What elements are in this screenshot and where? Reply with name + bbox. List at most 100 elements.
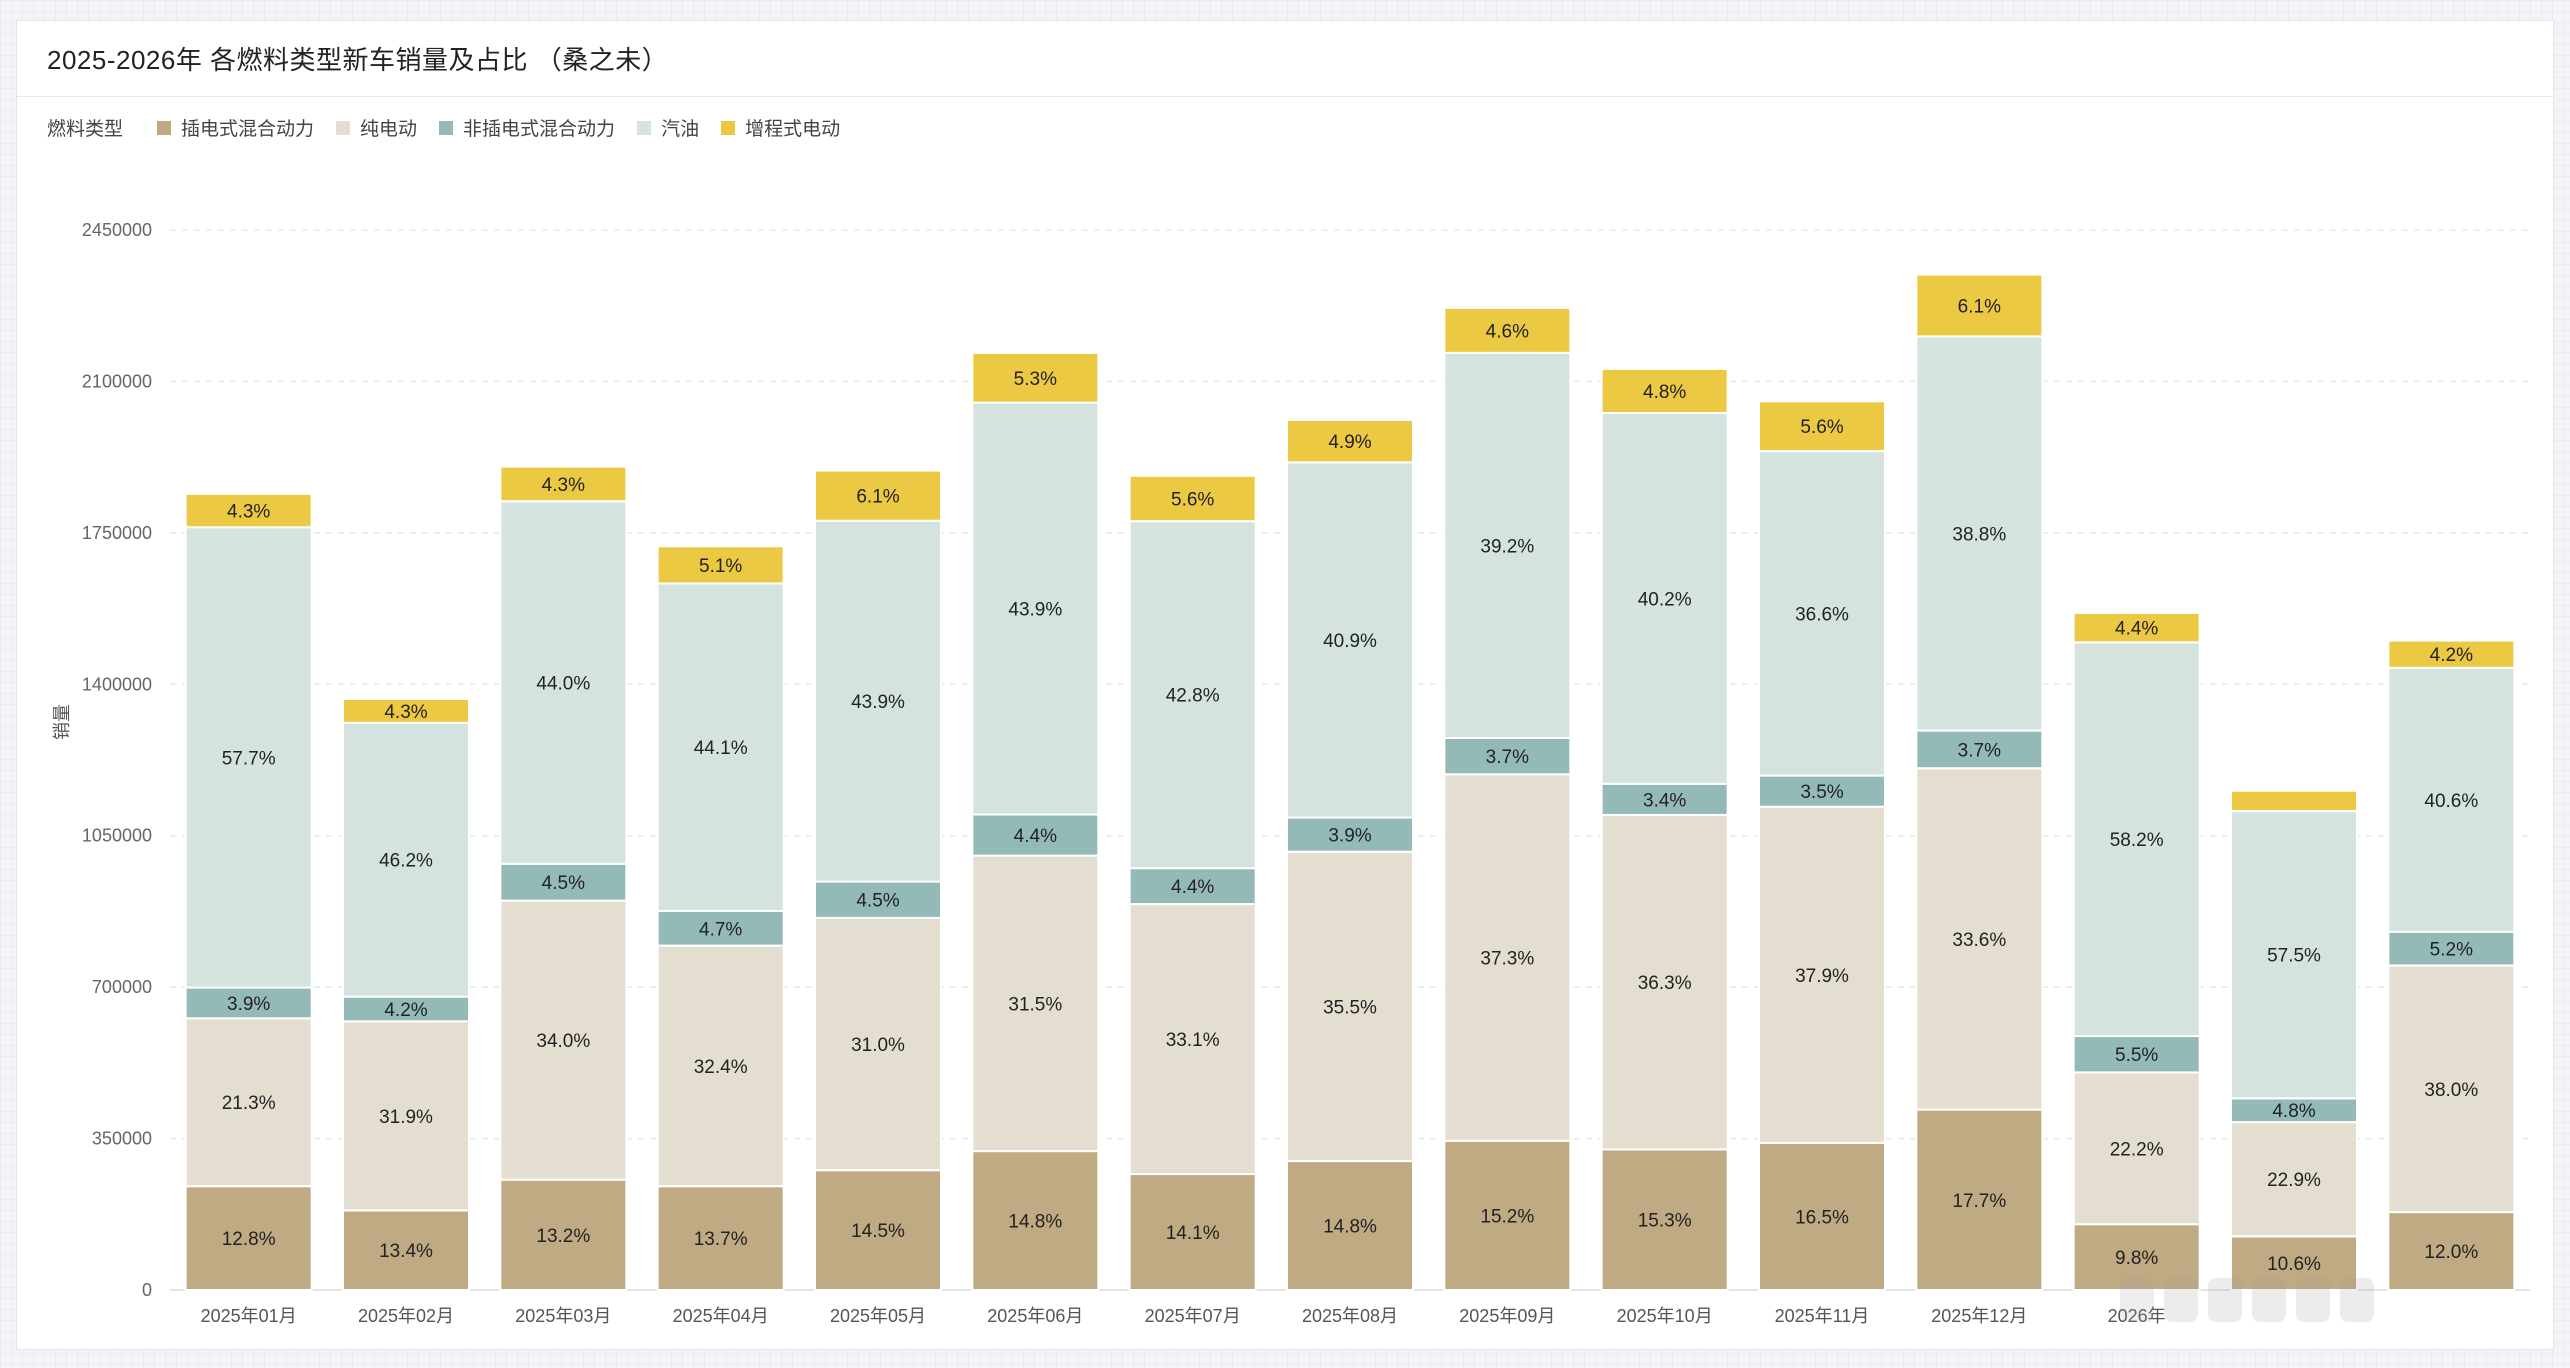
data-label: 21.3% (222, 1093, 276, 1114)
data-label: 13.7% (694, 1229, 748, 1250)
data-label: 31.0% (851, 1035, 905, 1056)
data-label: 4.3% (227, 502, 270, 523)
data-label: 4.2% (2430, 645, 2473, 666)
data-label: 36.6% (1795, 604, 1849, 625)
data-label: 4.3% (384, 702, 427, 723)
bar-segment (184, 526, 313, 989)
legend-item-bev[interactable]: 纯电动 (336, 114, 417, 141)
x-tick-label: 2025年04月 (673, 1306, 769, 1326)
data-label: 4.3% (542, 475, 585, 496)
bar-segment (656, 944, 785, 1188)
bar-segment (1915, 767, 2044, 1111)
x-tick-label: 2025年05月 (830, 1306, 926, 1326)
data-label: 4.7% (699, 919, 742, 940)
bar-segment (1286, 461, 1414, 819)
bar-segment (184, 1017, 313, 1188)
data-label: 6.1% (856, 487, 899, 508)
data-label: 40.6% (2424, 791, 2478, 812)
data-label: 4.4% (2115, 619, 2158, 640)
bar-segment (1758, 400, 1886, 453)
x-tick-label: 2025年03月 (515, 1306, 611, 1326)
data-label: 5.6% (1171, 489, 1214, 510)
bar-segment (1286, 816, 1414, 853)
data-label: 57.5% (2267, 946, 2321, 967)
data-label: 3.9% (1328, 826, 1371, 847)
watermark-block (2164, 1278, 2198, 1322)
legend-item-gasoline[interactable]: 汽油 (637, 114, 699, 141)
data-label: 40.2% (1638, 589, 1692, 610)
bar-segment (971, 351, 1100, 404)
data-label: 43.9% (851, 692, 905, 713)
data-label: 42.8% (1166, 686, 1220, 707)
data-label: 5.1% (699, 556, 742, 577)
y-tick-label: 1400000 (82, 674, 152, 694)
watermark-block (2208, 1278, 2242, 1322)
bar-segment (499, 1178, 628, 1291)
data-label: 40.9% (1323, 631, 1377, 652)
bar-segment (1600, 813, 1729, 1151)
data-label: 9.8% (2115, 1248, 2158, 1269)
legend-swatch (721, 120, 736, 135)
legend-label: 汽油 (661, 119, 700, 140)
bar-segment (1915, 1108, 2044, 1291)
data-label: 36.3% (1638, 973, 1692, 994)
x-tick-label: 2025年08月 (1302, 1306, 1398, 1326)
data-label: 14.5% (851, 1221, 905, 1242)
bar-segment (1443, 351, 1572, 739)
bar-segment (342, 1209, 470, 1292)
x-tick-label: 2025年09月 (1459, 1306, 1555, 1326)
legend-title: 燃料类型 (47, 119, 124, 140)
legend-item-phev[interactable]: 插电式混合动力 (157, 114, 314, 141)
data-label: 17.7% (1952, 1191, 2006, 1212)
y-tick-label: 2450000 (82, 220, 152, 240)
data-label: 37.9% (1795, 966, 1849, 987)
data-label: 39.2% (1480, 536, 1534, 557)
x-tick-label: 2025年02月 (358, 1306, 454, 1326)
legend-label: 纯电动 (360, 119, 418, 140)
bar-segment (814, 880, 942, 919)
bar-segment (342, 995, 470, 1023)
legend-swatch (157, 120, 172, 135)
bar-segment (499, 500, 628, 865)
chart-header: 2025-2026年 各燃料类型新车销量及占比 （桑之未） (17, 21, 2553, 97)
bar-segment (971, 1150, 1100, 1292)
bar-segment (1915, 729, 2044, 770)
bar-segment (184, 1185, 313, 1291)
legend-item-hev[interactable]: 非插电式混合动力 (439, 114, 615, 141)
bar-segment (814, 916, 942, 1172)
legend-item-erev[interactable]: 增程式电动 (721, 114, 840, 141)
data-label: 38.8% (1952, 525, 2006, 546)
bar-segment (2072, 1223, 2201, 1291)
bar-segment (342, 697, 470, 724)
data-label: 32.4% (694, 1057, 748, 1078)
legend-label: 非插电式混合动力 (463, 119, 616, 140)
bar-segment (1758, 805, 1886, 1144)
legend-label: 增程式电动 (745, 119, 841, 140)
bar-segment (499, 899, 628, 1181)
data-label: 58.2% (2110, 830, 2164, 851)
bar-segment (2230, 810, 2358, 1100)
bar-segment (656, 1185, 785, 1291)
data-label: 14.8% (1323, 1217, 1377, 1238)
bar-segment (1443, 736, 1572, 776)
bar-segment (814, 1169, 942, 1292)
data-label: 3.5% (1800, 782, 1843, 803)
data-label: 33.1% (1166, 1030, 1220, 1051)
bar-segment (1915, 273, 2044, 338)
bar-segment (2387, 639, 2516, 669)
data-label: 14.8% (1008, 1212, 1062, 1233)
bar-segment (1443, 773, 1572, 1142)
data-label: 22.2% (2110, 1139, 2164, 1160)
data-label: 31.9% (379, 1107, 433, 1128)
data-label: 6.1% (1958, 296, 2001, 317)
bar-segment (2387, 964, 2516, 1214)
watermark-block (2340, 1278, 2374, 1322)
legend-swatch (637, 120, 652, 135)
legend-swatch (439, 120, 454, 135)
bar-segment (2387, 930, 2516, 967)
bar-segment (814, 469, 942, 522)
bar-segment (656, 582, 785, 912)
data-label: 31.5% (1008, 994, 1062, 1015)
bar-segment (184, 986, 313, 1020)
